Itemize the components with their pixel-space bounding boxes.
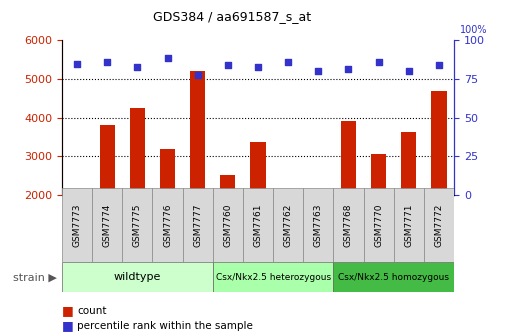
Text: ■: ■ (62, 320, 74, 332)
Text: GSM7773: GSM7773 (73, 203, 82, 247)
Point (284, 59, 292, 64)
Text: percentile rank within the sample: percentile rank within the sample (77, 321, 253, 331)
Text: GSM7771: GSM7771 (405, 203, 413, 247)
Bar (62, 188, 92, 262)
Bar (122, 188, 152, 262)
Point (254, 65, 262, 70)
Text: GSM7775: GSM7775 (133, 203, 142, 247)
Text: GSM7772: GSM7772 (434, 203, 443, 247)
Text: GDS384 / aa691587_s_at: GDS384 / aa691587_s_at (153, 10, 311, 24)
Text: GSM7761: GSM7761 (253, 203, 263, 247)
Bar (333, 262, 454, 292)
Bar (273, 188, 303, 262)
Bar (333, 188, 364, 262)
Bar (394, 188, 424, 262)
Bar (100, 125, 115, 195)
Text: count: count (77, 306, 107, 316)
Point (133, 65, 141, 70)
Bar (250, 141, 266, 195)
Bar (371, 154, 386, 195)
Point (194, 73, 202, 78)
Bar (92, 188, 122, 262)
Text: GSM7768: GSM7768 (344, 203, 353, 247)
Point (314, 69, 322, 74)
Text: Csx/Nkx2.5 homozygous: Csx/Nkx2.5 homozygous (338, 273, 449, 282)
Text: GSM7770: GSM7770 (374, 203, 383, 247)
Point (164, 55, 172, 60)
Bar (152, 188, 183, 262)
Bar (213, 188, 243, 262)
Point (344, 67, 352, 72)
Text: strain ▶: strain ▶ (13, 272, 57, 282)
Text: GSM7777: GSM7777 (193, 203, 202, 247)
Text: 100%: 100% (460, 25, 487, 35)
Text: GSM7763: GSM7763 (314, 203, 323, 247)
Bar (341, 121, 356, 195)
Point (224, 63, 232, 68)
Text: wildtype: wildtype (114, 272, 161, 282)
Bar (364, 188, 394, 262)
Bar (401, 132, 416, 195)
Bar (303, 188, 333, 262)
Text: GSM7760: GSM7760 (223, 203, 232, 247)
Bar (213, 262, 333, 292)
Text: GSM7776: GSM7776 (163, 203, 172, 247)
Point (435, 63, 443, 68)
Bar (424, 188, 454, 262)
Bar (243, 188, 273, 262)
Text: GSM7774: GSM7774 (103, 203, 111, 247)
Bar (190, 71, 205, 195)
Bar (183, 188, 213, 262)
Bar (160, 149, 175, 195)
Text: ■: ■ (62, 304, 74, 317)
Bar (62, 262, 213, 292)
Point (375, 59, 383, 64)
Bar (431, 91, 446, 195)
Bar (220, 175, 235, 195)
Text: Csx/Nkx2.5 heterozygous: Csx/Nkx2.5 heterozygous (216, 273, 331, 282)
Point (103, 59, 111, 64)
Text: GSM7762: GSM7762 (284, 203, 293, 247)
Bar (130, 108, 145, 195)
Point (405, 69, 413, 74)
Point (73, 61, 81, 66)
